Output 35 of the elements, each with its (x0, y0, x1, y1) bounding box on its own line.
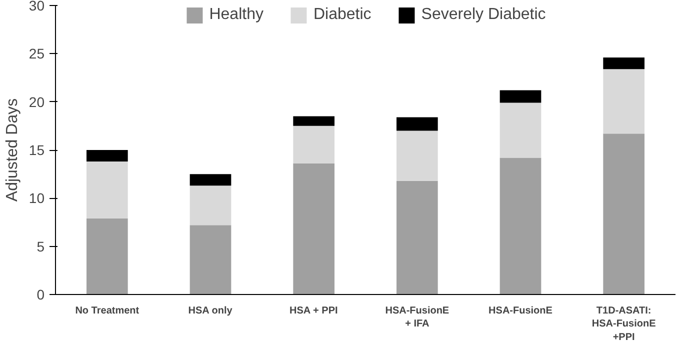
bar (86, 162, 128, 218)
bar (603, 69, 644, 134)
x-tick-label: HSA-FusionE (488, 306, 553, 316)
y-tick-label: 20 (28, 94, 45, 110)
bar (396, 130, 438, 181)
bar (396, 180, 438, 294)
y-tick-label: 30 (28, 0, 45, 14)
x-tick-label: T1D-ASATI: HSA-FusionE +PPI (592, 306, 656, 343)
bar (603, 58, 644, 70)
bar (500, 158, 542, 294)
x-tick-label: HSA only (188, 306, 233, 316)
bar (396, 117, 438, 131)
bar (190, 174, 232, 186)
bar (603, 134, 644, 294)
y-tick-label: 15 (28, 142, 45, 158)
y-axis-title: Adjusted Days (4, 98, 21, 202)
bar (500, 102, 542, 158)
bar (86, 150, 128, 162)
legend-label: Diabetic (313, 6, 372, 24)
bar (190, 225, 232, 294)
x-tick-label: HSA + PPI (290, 306, 338, 316)
bar (86, 218, 128, 294)
legend-label: Severely Diabetic (421, 6, 546, 24)
x-tick-label: No Treatment (75, 306, 140, 316)
y-tick-label: 5 (36, 238, 45, 254)
y-tick-label: 0 (36, 286, 45, 302)
y-tick-label: 25 (28, 46, 45, 62)
bar (293, 126, 334, 164)
legend-label: Healthy (209, 6, 264, 24)
bar (500, 90, 542, 103)
bar (293, 163, 334, 294)
bar (190, 186, 232, 226)
bar (293, 116, 334, 126)
x-tick-label: HSA-FusionE + IFA (385, 306, 450, 330)
y-tick-label: 10 (28, 190, 45, 206)
